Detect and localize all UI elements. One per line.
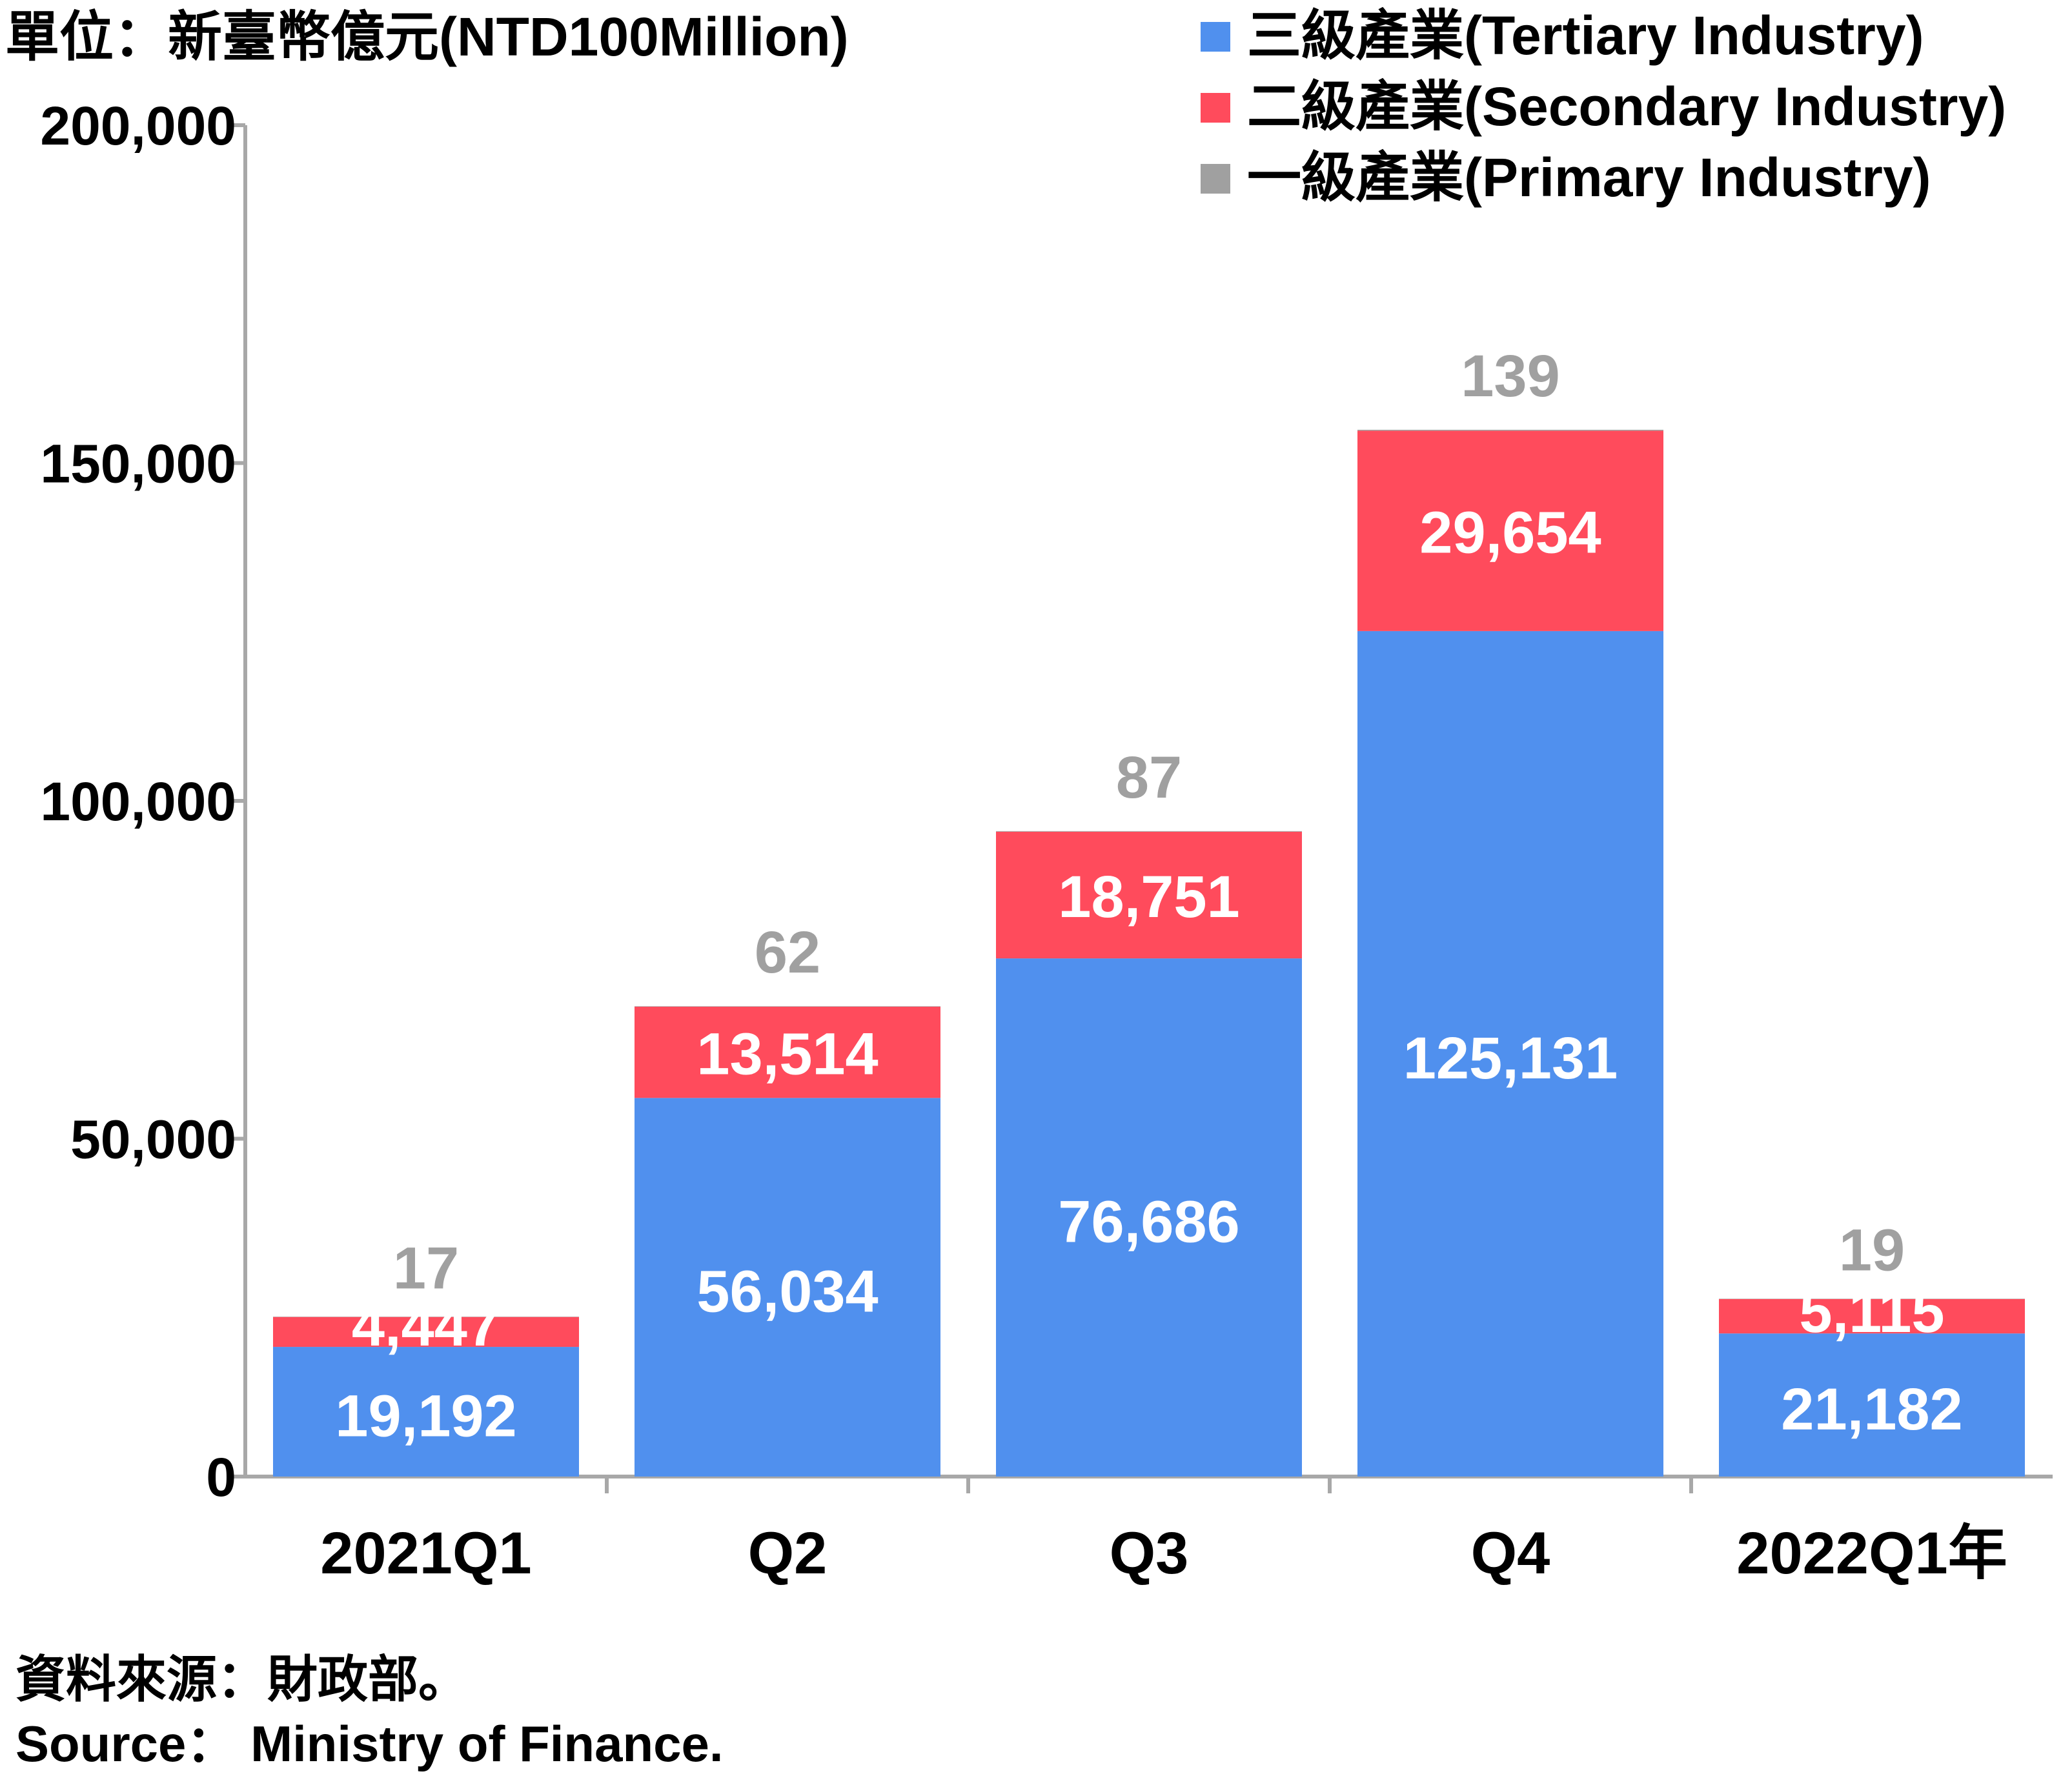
bar-segment-tertiary [1357, 631, 1663, 1477]
x-tick-label: Q3 [1110, 1520, 1189, 1586]
bar-segment-tertiary [996, 958, 1302, 1477]
data-label-primary: 62 [755, 920, 820, 985]
axes: 0 50,000 100,000 150,000 200,000 2021Q1 Q2 Q3 Q4… [40, 96, 2053, 1586]
data-label-tertiary: 21,182 [1781, 1377, 1962, 1442]
y-tick-label: 200,000 [40, 96, 236, 156]
x-tick-label: 2022Q1年 [1736, 1520, 2007, 1586]
bar-segment-primary [635, 1006, 940, 1007]
bar-segment-tertiary [635, 1098, 940, 1477]
legend-swatch [1201, 164, 1230, 194]
bar-segment-tertiary [273, 1347, 579, 1477]
x-tick-label: Q2 [748, 1520, 828, 1586]
bar-segment-tertiary [1719, 1333, 2025, 1477]
bar-segment-secondary [273, 1317, 579, 1347]
bar-segment-secondary [1719, 1298, 2025, 1334]
y-tick-label: 100,000 [40, 771, 236, 832]
source-en: Source： Ministry of Finance. [15, 1715, 724, 1772]
bar-segment-primary [1719, 1298, 2025, 1299]
bar-segment-primary [996, 831, 1302, 832]
bar-segment-secondary [635, 1006, 940, 1098]
data-label-secondary: 5,115 [1799, 1279, 1944, 1345]
data-label-primary: 139 [1461, 343, 1560, 409]
bar-segment-secondary [996, 831, 1302, 959]
data-label-tertiary: 56,034 [696, 1259, 878, 1325]
legend-label: 一級產業(Primary Industry) [1247, 147, 1931, 208]
legend-swatch [1201, 93, 1230, 123]
legend: 三級產業(Tertiary Industry) 二級產業(Secondary In… [1201, 5, 2006, 208]
data-label-primary: 19 [1839, 1217, 1905, 1283]
data-label-primary: 87 [1116, 745, 1182, 811]
source-zh: 資料來源：財政部。 [15, 1651, 469, 1708]
data-label-secondary: 29,654 [1419, 500, 1601, 566]
data-label-tertiary: 125,131 [1403, 1025, 1618, 1091]
y-tick-label: 0 [206, 1447, 236, 1508]
x-tick-label: 2021Q1 [320, 1520, 531, 1586]
x-tick-label: Q4 [1471, 1520, 1550, 1586]
y-tick-label: 50,000 [70, 1109, 236, 1170]
data-label-tertiary: 76,686 [1058, 1189, 1239, 1255]
data-label-primary: 17 [393, 1235, 459, 1301]
legend-label: 二級產業(Secondary Industry) [1247, 76, 2006, 137]
stacked-bar-chart: 單位：新臺幣億元(NTD100Million) 0 50,000 100,000 15… [5, 5, 2053, 1586]
data-label-secondary: 4,447 [352, 1293, 500, 1358]
data-label-secondary: 18,751 [1058, 864, 1239, 930]
unit-label: 單位：新臺幣億元(NTD100Million) [5, 6, 849, 67]
bar-segment-secondary [1357, 430, 1663, 631]
legend-swatch [1201, 22, 1230, 52]
data-label-secondary: 13,514 [696, 1022, 878, 1087]
bars [273, 429, 2025, 1477]
y-tick-label: 150,000 [40, 434, 236, 494]
data-label-tertiary: 19,192 [335, 1384, 516, 1449]
legend-label: 三級產業(Tertiary Industry) [1247, 5, 1924, 66]
